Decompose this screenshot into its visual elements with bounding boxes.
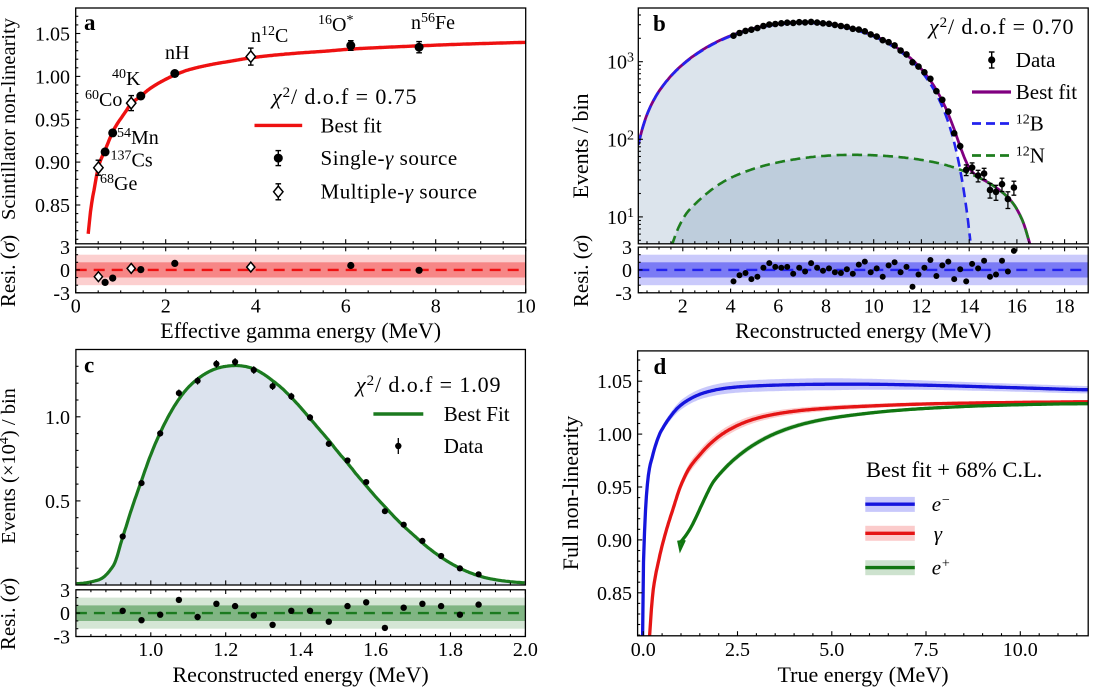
svg-text:γ: γ xyxy=(934,522,943,546)
svg-text:Events (×104) / bin: Events (×104) / bin xyxy=(0,388,20,544)
svg-text:1.0: 1.0 xyxy=(138,639,163,661)
svg-text:Full non-linearity: Full non-linearity xyxy=(558,416,583,571)
svg-text:n12C: n12C xyxy=(251,24,288,47)
svg-text:1.00: 1.00 xyxy=(597,424,632,446)
svg-text:0.85: 0.85 xyxy=(597,583,632,605)
svg-text:10: 10 xyxy=(516,296,536,318)
svg-text:10: 10 xyxy=(864,296,884,318)
svg-text:Reconstructed energy (MeV): Reconstructed energy (MeV) xyxy=(173,662,429,687)
svg-text:1.05: 1.05 xyxy=(35,24,70,46)
svg-text:b: b xyxy=(653,11,666,36)
svg-text:7.5: 7.5 xyxy=(914,639,939,661)
svg-text:2: 2 xyxy=(678,296,688,318)
svg-text:1.6: 1.6 xyxy=(363,639,388,661)
svg-text:1.00: 1.00 xyxy=(35,66,70,88)
svg-text:1.2: 1.2 xyxy=(213,639,238,661)
svg-text:1.4: 1.4 xyxy=(288,639,313,661)
svg-text:nH: nH xyxy=(165,42,189,64)
svg-text:c: c xyxy=(84,353,94,378)
svg-text:10.0: 10.0 xyxy=(1003,639,1038,661)
svg-text:χ2/ d.o.f = 1.09: χ2/ d.o.f = 1.09 xyxy=(354,372,501,397)
svg-text:0.0: 0.0 xyxy=(631,639,656,661)
svg-text:1.0: 1.0 xyxy=(45,407,70,429)
svg-text:2.0: 2.0 xyxy=(513,639,538,661)
svg-text:Scintillator non-linearity: Scintillator non-linearity xyxy=(0,17,20,220)
svg-text:2: 2 xyxy=(161,296,171,318)
svg-text:χ2/ d.o.f = 0.70: χ2/ d.o.f = 0.70 xyxy=(927,14,1074,39)
svg-text:18: 18 xyxy=(1055,296,1075,318)
svg-text:0: 0 xyxy=(71,296,81,318)
svg-text:8: 8 xyxy=(431,296,441,318)
svg-text:Resi. (σ): Resi. (σ) xyxy=(0,235,20,307)
svg-text:0.90: 0.90 xyxy=(597,530,632,552)
svg-text:Best Fit: Best Fit xyxy=(444,402,510,426)
svg-text:14: 14 xyxy=(959,296,979,318)
svg-text:1.8: 1.8 xyxy=(438,639,463,661)
svg-text:2.5: 2.5 xyxy=(725,639,750,661)
svg-text:Effective gamma energy (MeV): Effective gamma energy (MeV) xyxy=(160,318,441,343)
svg-text:-3: -3 xyxy=(615,283,632,305)
svg-text:0.95: 0.95 xyxy=(597,477,632,499)
svg-text:12: 12 xyxy=(911,296,931,318)
svg-text:Resi. (σ): Resi. (σ) xyxy=(0,578,20,650)
svg-text:Events / bin: Events / bin xyxy=(568,93,593,198)
svg-text:0.90: 0.90 xyxy=(35,152,70,174)
svg-text:0.5: 0.5 xyxy=(45,491,70,513)
svg-text:Best fit: Best fit xyxy=(1016,80,1077,104)
svg-text:5.0: 5.0 xyxy=(819,639,844,661)
svg-text:Best fit: Best fit xyxy=(321,114,382,138)
svg-text:0.85: 0.85 xyxy=(35,195,70,217)
svg-text:d: d xyxy=(654,354,667,379)
svg-text:6: 6 xyxy=(341,296,351,318)
svg-text:a: a xyxy=(84,10,96,35)
svg-text:3: 3 xyxy=(60,237,70,259)
svg-text:True energy (MeV): True energy (MeV) xyxy=(777,662,948,687)
svg-text:Best fit + 68% C.L.: Best fit + 68% C.L. xyxy=(866,457,1042,482)
svg-text:Data: Data xyxy=(444,434,484,458)
svg-text:6: 6 xyxy=(773,296,783,318)
svg-text:3: 3 xyxy=(60,580,70,602)
svg-text:1.05: 1.05 xyxy=(597,371,632,393)
svg-text:Single-γ source: Single-γ source xyxy=(321,146,458,170)
svg-text:0: 0 xyxy=(60,603,70,625)
svg-text:16: 16 xyxy=(1007,296,1027,318)
svg-text:3: 3 xyxy=(622,237,632,259)
svg-text:Multiple-γ source: Multiple-γ source xyxy=(321,180,478,204)
svg-text:0: 0 xyxy=(60,260,70,282)
svg-text:4: 4 xyxy=(726,296,736,318)
svg-text:0.95: 0.95 xyxy=(35,109,70,131)
svg-text:0: 0 xyxy=(622,260,632,282)
svg-text:Resi. (σ): Resi. (σ) xyxy=(569,235,593,307)
svg-text:4: 4 xyxy=(251,296,261,318)
svg-text:Data: Data xyxy=(1016,48,1056,72)
svg-text:Reconstructed energy (MeV): Reconstructed energy (MeV) xyxy=(735,318,991,343)
svg-text:8: 8 xyxy=(821,296,831,318)
svg-text:χ2/ d.o.f = 0.75: χ2/ d.o.f = 0.75 xyxy=(270,84,417,109)
svg-text:-3: -3 xyxy=(53,627,70,649)
svg-text:-3: -3 xyxy=(53,283,70,305)
